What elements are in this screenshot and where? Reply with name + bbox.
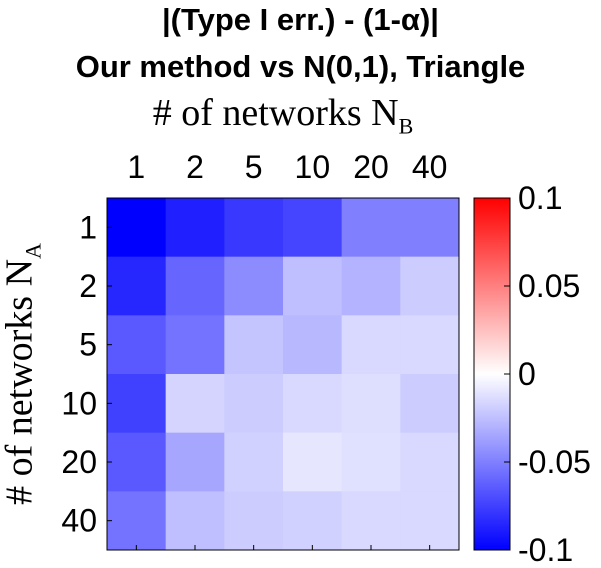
chart-title-line1: |(Type I err.) - (1-α)| <box>162 2 439 37</box>
y-tick-label: 20 <box>61 444 97 480</box>
heatmap-cell <box>400 256 460 316</box>
heatmap-cell <box>165 315 225 375</box>
heatmap-cell <box>341 491 401 551</box>
colorbar-tick-label: -0.1 <box>518 532 573 568</box>
heatmap-cell <box>224 432 284 492</box>
y-tick-label: 2 <box>79 268 97 304</box>
heatmap-cell <box>107 198 167 258</box>
heatmap-cell <box>400 432 460 492</box>
x-tick-label: 5 <box>245 149 263 185</box>
heatmap-cell <box>400 491 460 551</box>
heatmap-cell <box>283 432 343 492</box>
x-axis-ticks: 1 2 5 10 20 40 <box>127 149 447 550</box>
heatmap-cell <box>107 315 167 375</box>
heatmap-cell <box>224 256 284 316</box>
y-tick-label: 1 <box>79 209 97 245</box>
heatmap-cell <box>283 315 343 375</box>
heatmap-cell <box>283 491 343 551</box>
heatmap-cell <box>283 198 343 258</box>
heatmap-cell <box>283 374 343 434</box>
heatmap-cell <box>341 315 401 375</box>
heatmap-cell <box>165 256 225 316</box>
heatmap-cell <box>341 374 401 434</box>
heatmap-cell <box>107 256 167 316</box>
heatmap-cell <box>400 374 460 434</box>
heatmap-cell <box>341 432 401 492</box>
heatmap-cell <box>107 491 167 551</box>
x-tick-label: 20 <box>353 149 389 185</box>
colorbar-ticks: -0.1 -0.05 0 0.05 0.1 <box>504 180 591 568</box>
heatmap-cell <box>165 374 225 434</box>
plot-frame <box>106 197 460 551</box>
heatmap-cell <box>107 374 167 434</box>
heatmap-cells <box>107 198 460 551</box>
y-tick-label: 10 <box>61 385 97 421</box>
heatmap-cell <box>224 315 284 375</box>
heatmap-cell <box>224 198 284 258</box>
x-tick-label: 40 <box>412 149 448 185</box>
colorbar-tick-label: 0.05 <box>518 268 580 304</box>
heatmap-cell <box>165 198 225 258</box>
heatmap-cell <box>107 432 167 492</box>
heatmap-cell <box>400 315 460 375</box>
y-tick-label: 40 <box>61 503 97 539</box>
y-axis-ticks: 1 2 5 10 20 40 <box>61 209 112 539</box>
heatmap-cell <box>400 198 460 258</box>
x-axis-label-text: # of networks N <box>152 92 399 134</box>
heatmap-cell <box>283 256 343 316</box>
chart-title-line2: Our method vs N(0,1), Triangle <box>75 49 526 84</box>
heatmap-cell <box>165 432 225 492</box>
x-tick-label: 10 <box>295 149 331 185</box>
heatmap-cell <box>224 491 284 551</box>
heatmap-cell <box>165 491 225 551</box>
colorbar-tick-label: 0.1 <box>518 180 562 216</box>
x-tick-label: 2 <box>186 149 204 185</box>
heatmap-cell <box>341 256 401 316</box>
y-tick-label: 5 <box>79 327 97 363</box>
x-axis-label-subscript: B <box>398 113 414 139</box>
heatmap-cell <box>341 198 401 258</box>
colorbar-tick-label: 0 <box>518 356 536 392</box>
x-tick-label: 1 <box>127 149 145 185</box>
colorbar-tick-label: -0.05 <box>518 444 591 480</box>
x-axis-label: # of networks NB <box>107 91 459 140</box>
heatmap-cell <box>224 374 284 434</box>
